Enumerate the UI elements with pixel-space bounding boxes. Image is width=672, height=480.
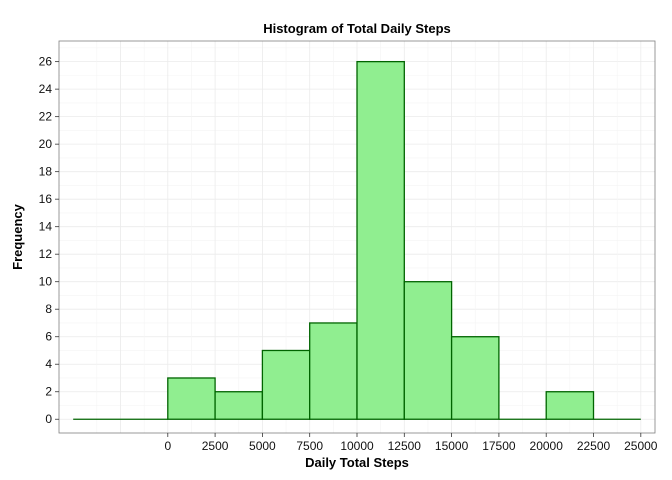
x-tick-label: 22500 <box>577 439 611 453</box>
y-tick-label: 10 <box>39 275 53 289</box>
histogram-bar <box>356 60 405 420</box>
x-tick-label: 17500 <box>482 439 516 453</box>
chart-title: Histogram of Total Daily Steps <box>263 21 451 36</box>
x-tick-label: 10000 <box>340 439 374 453</box>
histogram-bar <box>167 377 216 420</box>
y-axis-label: Frequency <box>10 203 25 270</box>
y-tick-label: 18 <box>39 165 53 179</box>
histogram-bars <box>73 60 641 420</box>
y-tick-label: 24 <box>39 82 53 96</box>
x-tick-label: 12500 <box>388 439 422 453</box>
y-tick-label: 22 <box>39 110 53 124</box>
histogram-bar <box>545 391 595 420</box>
x-tick-label: 15000 <box>435 439 469 453</box>
histogram-bar <box>214 391 264 420</box>
y-tick-label: 12 <box>39 247 53 261</box>
y-tick-label: 26 <box>39 55 53 69</box>
x-tick-label: 5000 <box>249 439 276 453</box>
histogram-bar <box>403 281 453 420</box>
y-tick-label: 0 <box>45 412 52 426</box>
y-tick-label: 20 <box>39 137 53 151</box>
y-tick-label: 16 <box>39 192 53 206</box>
histogram-bar <box>450 336 500 420</box>
x-tick-label: 2500 <box>202 439 229 453</box>
y-tick-label: 14 <box>39 220 53 234</box>
histogram-bar <box>261 349 311 420</box>
y-tick-label: 8 <box>45 302 52 316</box>
y-tick-label: 2 <box>45 385 52 399</box>
x-tick-label: 7500 <box>296 439 323 453</box>
x-tick-label: 0 <box>164 439 171 453</box>
y-tick-label: 6 <box>45 330 52 344</box>
x-tick-label: 25000 <box>624 439 658 453</box>
y-tick-label: 4 <box>45 357 52 371</box>
x-tick-label: 20000 <box>530 439 564 453</box>
x-axis-label: Daily Total Steps <box>305 455 409 470</box>
histogram-bar <box>309 322 358 420</box>
